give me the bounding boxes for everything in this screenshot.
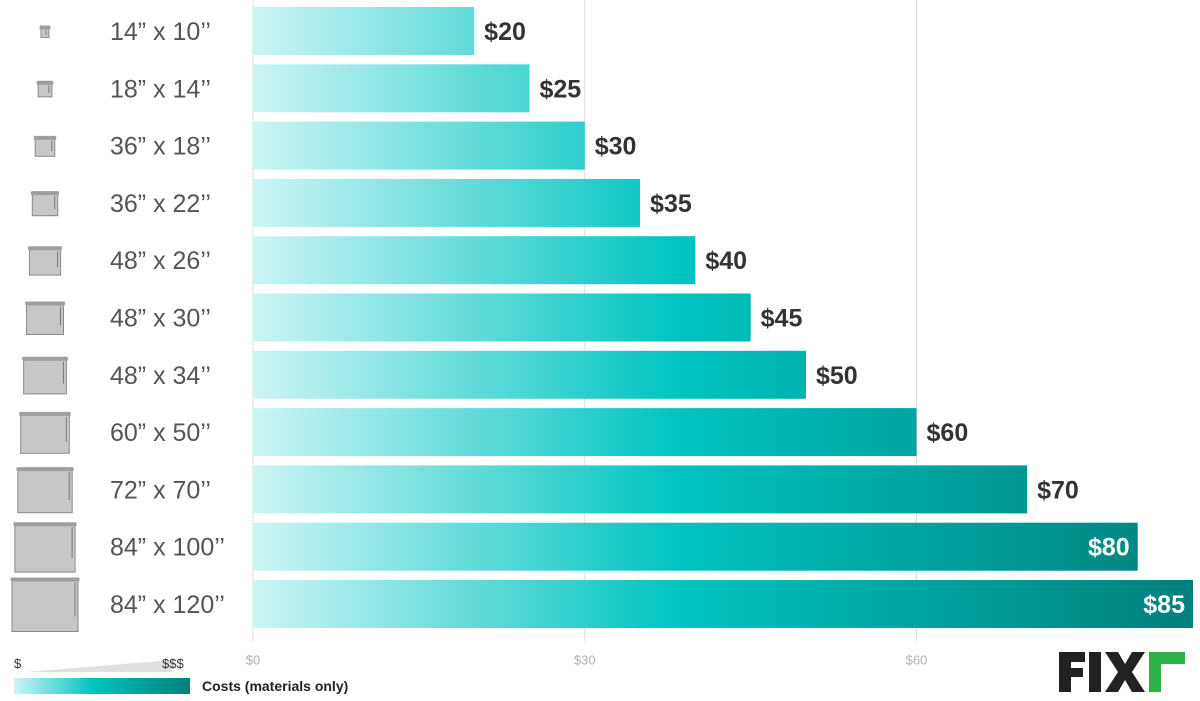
- value-label: $40: [705, 247, 747, 275]
- value-label: $85: [1143, 591, 1185, 619]
- category-label: 14” x 10’’: [110, 18, 211, 46]
- value-label: $60: [927, 419, 969, 447]
- category-labels: 14” x 10’’ 18” x 14’’ 36” x 18’’ 36” x 22’’…: [110, 18, 225, 619]
- window-shade-icon: [10, 577, 80, 632]
- window-icons: [10, 25, 80, 632]
- window-shade-icon: [27, 246, 63, 276]
- window-shade-icon: [19, 411, 71, 454]
- legend-min-label: $: [14, 656, 22, 671]
- category-label: 60” x 50’’: [110, 419, 211, 447]
- window-shade-icon: [13, 522, 77, 573]
- category-label: 48” x 26’’: [110, 247, 211, 275]
- bar: [253, 121, 585, 170]
- category-label: 48” x 34’’: [110, 362, 211, 390]
- x-tick-label: $0: [246, 652, 260, 667]
- x-axis-ticks: $0 $30 $60: [246, 652, 928, 667]
- category-label: 36” x 18’’: [110, 133, 211, 161]
- x-tick-label: $30: [574, 652, 596, 667]
- legend-max-label: $$$: [162, 656, 184, 671]
- category-label: 36” x 22’’: [110, 190, 211, 218]
- window-shade-icon: [33, 135, 57, 157]
- window-shade-icon: [36, 80, 54, 98]
- category-label: 84” x 120’’: [110, 591, 225, 619]
- category-label: 84” x 100’’: [110, 534, 225, 562]
- value-label: $50: [816, 362, 858, 390]
- window-shade-icon: [16, 467, 74, 514]
- x-tick-label: $60: [906, 652, 928, 667]
- legend-gradient-bar: [14, 678, 190, 694]
- bar: [253, 408, 917, 457]
- bars: [253, 7, 1193, 628]
- value-label: $30: [595, 133, 637, 161]
- value-label: $35: [650, 190, 692, 218]
- window-shade-icon: [22, 356, 68, 395]
- value-label: $20: [484, 18, 526, 46]
- bar: [253, 350, 806, 399]
- logo-letter-x: [1105, 652, 1145, 692]
- bar: [253, 7, 475, 55]
- logo-letter-r: [1149, 652, 1185, 692]
- legend-wedge: [26, 660, 172, 672]
- bar: [253, 178, 641, 227]
- value-labels: $20 $25 $30 $35 $40 $45 $50 $60 $70 $80 $85: [484, 18, 1185, 619]
- window-shade-icon: [39, 25, 51, 38]
- value-label: $45: [761, 305, 803, 333]
- bar: [253, 465, 1028, 514]
- window-shade-icon: [25, 301, 65, 335]
- category-label: 72” x 70’’: [110, 476, 211, 504]
- legend-caption: Costs (materials only): [202, 678, 349, 694]
- bar: [253, 293, 751, 342]
- bar: [253, 522, 1138, 571]
- cost-legend: $ $$$ Costs (materials only): [14, 656, 414, 696]
- bar: [253, 236, 696, 285]
- bar: [253, 64, 530, 113]
- window-shade-icon: [30, 191, 60, 217]
- value-label: $70: [1037, 476, 1079, 504]
- category-label: 18” x 14’’: [110, 75, 211, 103]
- bar: [253, 580, 1193, 628]
- category-label: 48” x 30’’: [110, 305, 211, 333]
- logo-letter-f: [1059, 652, 1085, 692]
- fixr-logo: [1059, 652, 1185, 692]
- logo-letter-i: [1089, 652, 1101, 692]
- value-label: $25: [539, 75, 581, 103]
- value-label: $80: [1088, 534, 1130, 562]
